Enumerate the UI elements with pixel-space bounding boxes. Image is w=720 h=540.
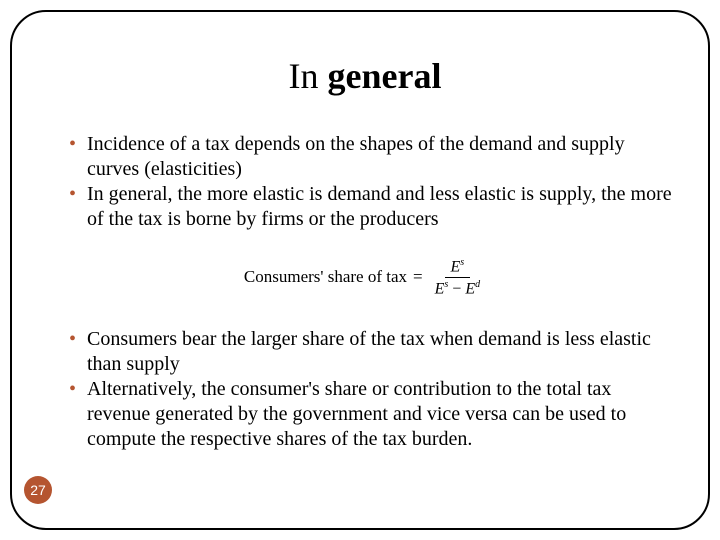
equation: Consumers' share of tax = Es Es − Ed [244, 257, 486, 298]
equation-eq: = [413, 267, 423, 287]
equation-denominator: Es − Ed [429, 278, 487, 298]
equation-numerator: Es [445, 257, 471, 278]
equation-block: Consumers' share of tax = Es Es − Ed [55, 242, 675, 312]
slide-title: In general [55, 55, 675, 97]
slide: In general Incidence of a tax depends on… [0, 0, 720, 540]
list-item: Consumers bear the larger share of the t… [65, 327, 675, 377]
list-item: In general, the more elastic is demand a… [65, 182, 675, 232]
page-number: 27 [30, 482, 46, 498]
equation-lhs: Consumers' share of tax [244, 267, 407, 287]
list-item: Incidence of a tax depends on the shapes… [65, 132, 675, 182]
bullet-list-top: Incidence of a tax depends on the shapes… [55, 132, 675, 232]
title-prefix: In [289, 56, 328, 96]
equation-fraction: Es Es − Ed [429, 257, 487, 298]
title-bold: general [328, 56, 442, 96]
list-item: Alternatively, the consumer's share or c… [65, 377, 675, 452]
page-number-badge: 27 [24, 476, 52, 504]
bullet-list-bottom: Consumers bear the larger share of the t… [55, 327, 675, 452]
